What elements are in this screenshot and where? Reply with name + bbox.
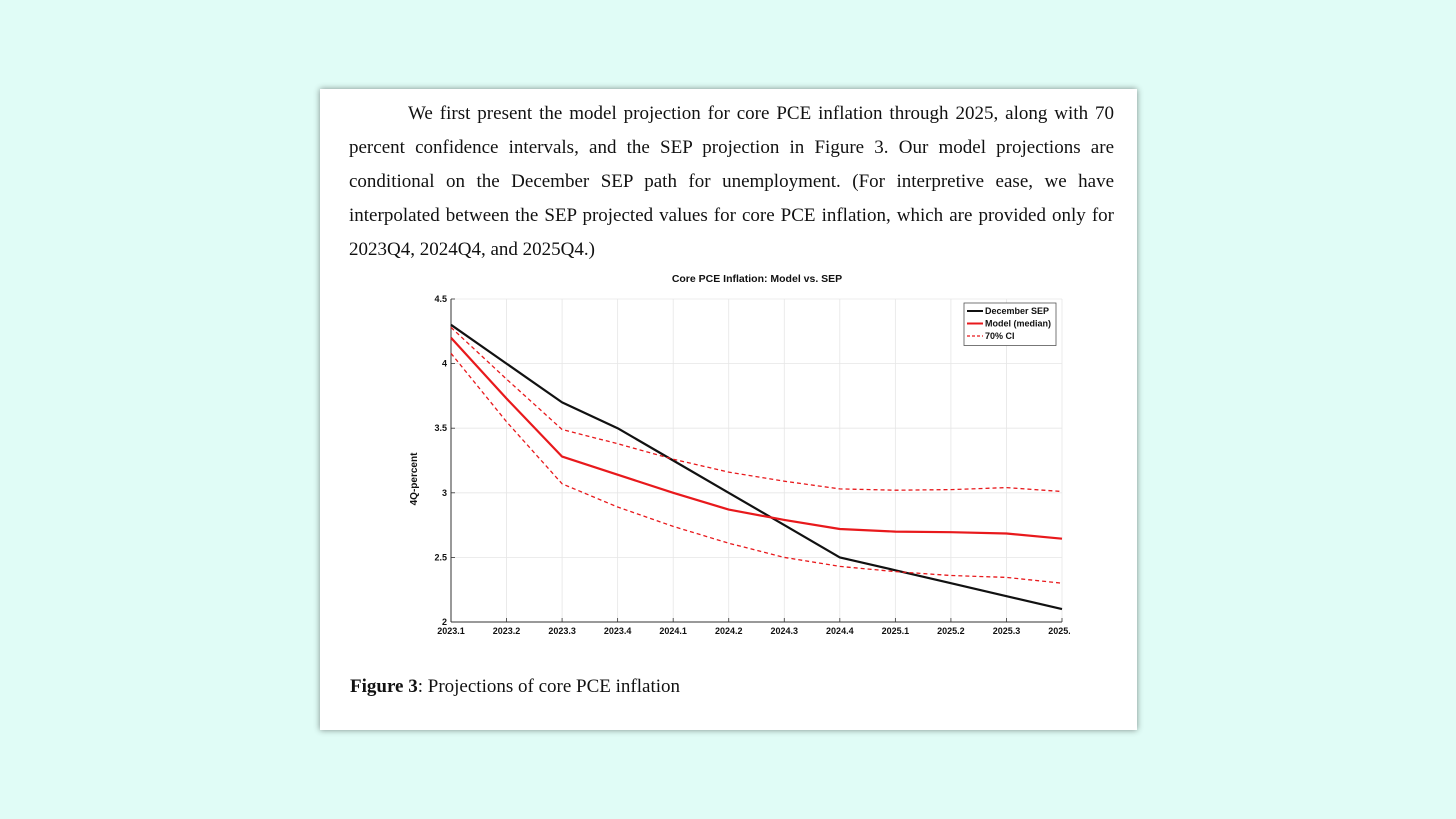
legend-label: 70% CI: [985, 331, 1015, 341]
y-tick-label: 4: [442, 359, 447, 369]
x-tick-label: 2024.4: [826, 626, 854, 636]
x-tick-label: 2024.2: [715, 626, 743, 636]
y-tick-label: 3: [442, 488, 447, 498]
document-page: We first present the model projection fo…: [320, 89, 1137, 730]
caption-text: : Projections of core PCE inflation: [417, 676, 680, 697]
figure-caption: Figure 3: Projections of core PCE inflat…: [350, 676, 680, 698]
y-tick-label: 2: [442, 617, 447, 627]
caption-label: Figure 3: [350, 676, 418, 697]
body-paragraph: We first present the model projection fo…: [349, 103, 1114, 260]
x-tick-label: 2025.2: [937, 626, 965, 636]
grid-lines: [450, 298, 1063, 623]
x-tick-label: 2024.1: [659, 626, 687, 636]
y-tick-label: 4.5: [434, 294, 447, 304]
tick-labels: 2023.1 2023.2 2023.3 2023.4 2024.1 2024.2 2024…: [434, 294, 1070, 636]
core-pce-chart: Core PCE Inflation: Model vs. SEP 4Q-per…: [409, 273, 1070, 636]
series-line-3: [450, 352, 1063, 584]
x-tick-label: 2025.4: [1048, 626, 1070, 636]
x-tick-label: 2025.3: [993, 626, 1021, 636]
x-tick-label: 2024.3: [771, 626, 799, 636]
chart-title: Core PCE Inflation: Model vs. SEP: [672, 273, 842, 285]
axes: [450, 299, 1062, 623]
x-tick-label: 2025.1: [882, 626, 910, 636]
x-tick-label: 2023.2: [493, 626, 521, 636]
y-axis-label: 4Q-percent: [409, 452, 420, 505]
legend-label: December SEP: [985, 306, 1049, 316]
series-line-0: [450, 323, 1063, 611]
legend-label: Model (median): [985, 319, 1051, 329]
series-line-2: [450, 326, 1063, 493]
legend: December SEP Model (median) 70% CI: [963, 302, 1057, 346]
series-lines: [450, 323, 1063, 611]
x-tick-label: 2023.1: [437, 626, 465, 636]
x-tick-label: 2023.3: [548, 626, 576, 636]
series-line-1: [450, 337, 1063, 540]
y-tick-label: 3.5: [434, 423, 447, 433]
y-tick-label: 2.5: [434, 552, 447, 562]
x-tick-label: 2023.4: [604, 626, 632, 636]
